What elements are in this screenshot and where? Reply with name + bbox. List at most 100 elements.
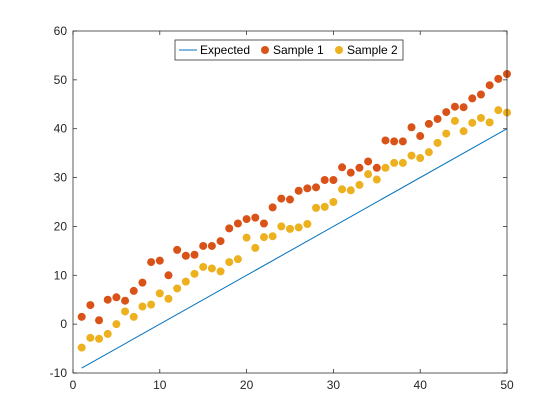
data-point [233,219,242,228]
data-point [433,114,442,123]
x-tick-label: 30 [327,378,341,392]
data-point [225,224,234,233]
data-point [398,137,407,146]
data-point [468,94,477,103]
data-point [181,277,190,286]
y-tick-label: -10 [50,366,68,380]
data-point [476,113,485,122]
data-point [138,302,147,311]
data-point [364,170,373,179]
legend-label: Expected [200,43,250,57]
expected-line [81,128,508,369]
data-point [346,168,355,177]
data-point [398,158,407,167]
y-tick-label: 0 [60,317,67,331]
data-point [390,137,399,146]
legend-entry-expected[interactable]: Expected [179,43,250,57]
data-point [303,184,312,193]
data-point [372,175,381,184]
x-tick-label: 50 [500,378,514,392]
data-point [372,163,381,172]
data-point [129,286,138,295]
data-point [390,158,399,167]
data-point [459,103,468,112]
data-point [138,278,147,287]
data-point [355,180,364,189]
data-point [164,271,173,280]
data-point [216,237,225,246]
legend[interactable]: Expected Sample 1 Sample 2 [174,39,404,61]
data-point [442,129,451,138]
data-point [329,176,338,185]
data-point [112,293,121,302]
data-point [355,163,364,172]
data-point [338,163,347,172]
data-point [155,256,164,265]
data-point [190,269,199,278]
data-point [95,316,104,325]
data-point [433,138,442,147]
axes-box [72,30,508,374]
series-sample-2 [77,106,511,352]
data-point [259,233,268,242]
data-point [77,343,86,352]
legend-entry-sample-1[interactable]: Sample 1 [261,43,324,57]
data-point [77,312,86,321]
y-tick-label: 60 [54,24,68,38]
data-point [424,119,433,128]
data-point [381,136,390,145]
legend-label: Sample 1 [273,43,324,57]
data-point [364,157,373,166]
data-point [121,296,130,305]
data-point [173,245,182,254]
data-point [294,223,303,232]
data-point [129,312,138,321]
data-point [259,219,268,228]
data-point [147,300,156,309]
data-point [199,262,208,271]
data-point [407,151,416,160]
data-point [450,116,459,125]
data-point [277,194,286,203]
data-point [268,203,277,212]
y-tick-label: 20 [54,219,68,233]
data-point [494,74,503,83]
data-point [416,132,425,141]
x-tick-label: 20 [240,378,254,392]
data-point [346,186,355,195]
data-point [468,118,477,127]
data-point [424,148,433,157]
data-point [286,195,294,204]
data-point [494,106,503,115]
series-layer [77,69,511,369]
y-tick-label: 30 [54,171,68,185]
data-point [268,232,277,241]
data-point [112,320,121,329]
data-point [442,108,451,117]
data-point [312,203,321,212]
data-point [207,264,216,273]
y-tick-label: 40 [54,122,68,136]
data-point [251,243,260,252]
data-point [338,185,347,194]
x-tick-label: 0 [70,378,77,392]
x-tick-label: 40 [414,378,428,392]
data-point [190,250,199,259]
y-tick-label: 10 [54,268,68,282]
legend-entry-sample-2[interactable]: Sample 2 [335,43,398,57]
data-point [485,81,494,90]
data-point [242,215,251,224]
data-point [233,255,242,264]
data-point [416,154,425,163]
data-point [121,307,130,316]
x-tick-label: 10 [153,378,167,392]
data-point [103,329,112,338]
data-point [155,289,164,298]
data-point [303,219,312,228]
data-point [86,301,95,310]
data-point [450,102,459,111]
data-point [199,241,208,250]
data-point [164,294,173,303]
